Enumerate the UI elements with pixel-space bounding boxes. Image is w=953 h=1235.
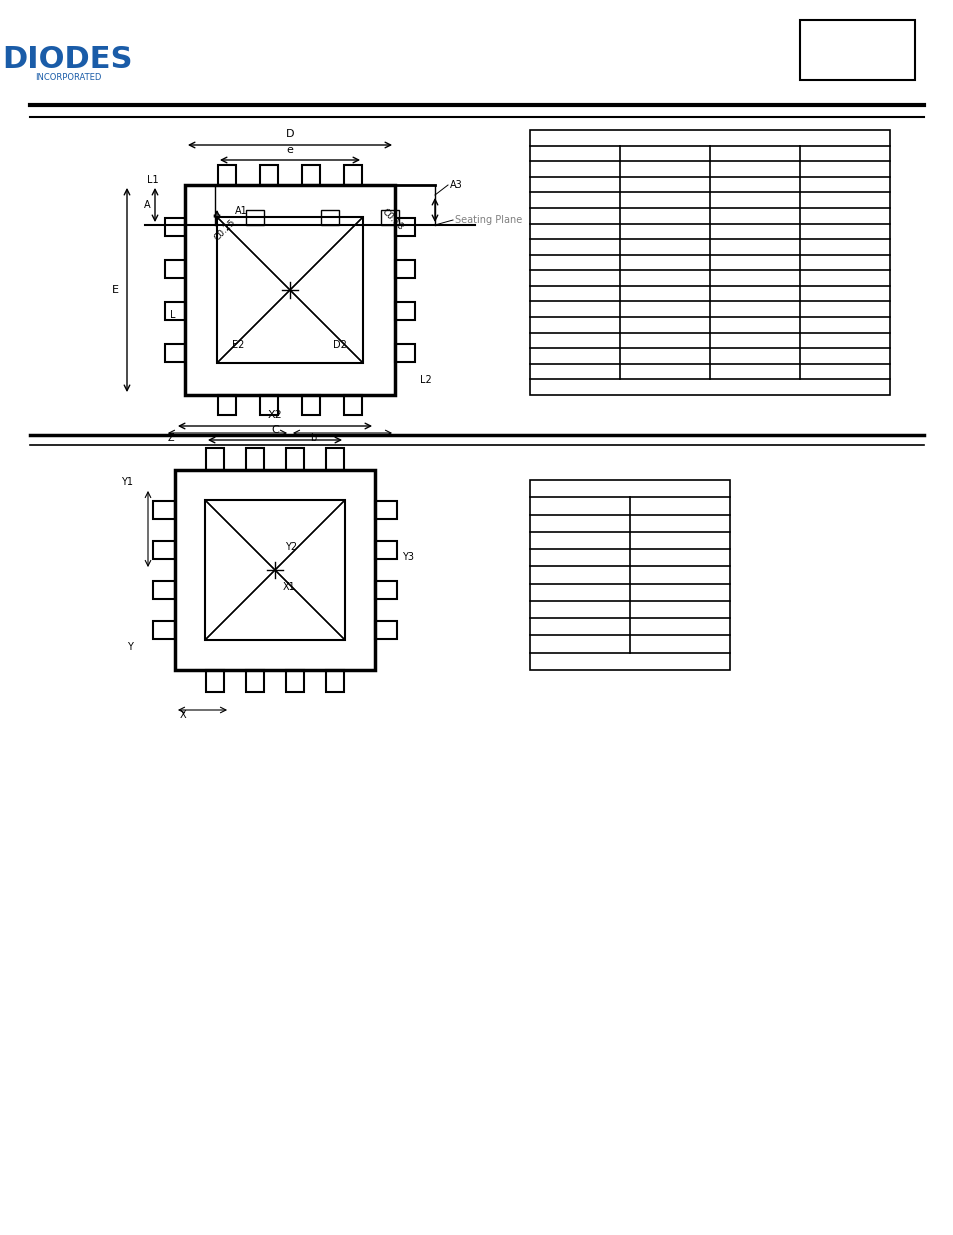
Bar	[326, 671, 344, 692]
Bar	[395, 303, 415, 320]
Text: X1: X1	[283, 582, 295, 592]
Text: C0.25: C0.25	[213, 217, 237, 242]
Text: A3: A3	[450, 180, 462, 190]
Text: DIODES: DIODES	[3, 46, 133, 74]
Bar	[165, 345, 185, 362]
Bar	[320, 210, 338, 225]
Bar	[375, 501, 396, 519]
Bar	[286, 671, 304, 692]
Text: Y2: Y2	[285, 542, 296, 552]
Text: E: E	[112, 285, 119, 295]
Bar	[185, 185, 395, 395]
Bar	[344, 165, 361, 185]
Text: Y: Y	[127, 642, 132, 652]
Text: e: e	[286, 144, 294, 156]
Text: Seating Plane: Seating Plane	[455, 215, 521, 225]
Bar	[165, 219, 185, 236]
Bar	[206, 448, 224, 471]
Bar	[152, 580, 174, 599]
Bar	[218, 165, 235, 185]
Text: b: b	[310, 433, 315, 443]
Bar	[375, 541, 396, 559]
Bar	[152, 621, 174, 638]
Bar	[326, 448, 344, 471]
Bar	[165, 261, 185, 278]
Bar	[380, 210, 398, 225]
Bar	[218, 395, 235, 415]
Bar	[246, 671, 264, 692]
Bar	[302, 165, 319, 185]
Bar	[800, 20, 914, 80]
Bar	[302, 395, 319, 415]
Bar	[395, 345, 415, 362]
Bar	[530, 480, 729, 671]
Text: X: X	[180, 710, 187, 720]
Bar	[260, 395, 277, 415]
Bar	[152, 501, 174, 519]
Text: E2: E2	[232, 340, 244, 350]
Text: L2: L2	[419, 375, 432, 385]
Bar	[530, 130, 889, 395]
Text: D2: D2	[333, 340, 347, 350]
Text: A1: A1	[234, 206, 248, 216]
Bar	[375, 621, 396, 638]
Text: L1: L1	[147, 175, 158, 185]
Bar	[395, 219, 415, 236]
Bar	[246, 448, 264, 471]
Text: X2: X2	[268, 410, 282, 420]
Bar	[395, 261, 415, 278]
Text: D: D	[286, 128, 294, 140]
Bar	[205, 500, 345, 640]
Bar	[344, 395, 361, 415]
Text: Z: Z	[168, 433, 174, 443]
Bar	[286, 448, 304, 471]
Bar	[165, 303, 185, 320]
Bar	[246, 210, 264, 225]
Text: L: L	[170, 310, 175, 320]
Text: C0.18: C0.18	[379, 207, 405, 232]
Bar	[152, 541, 174, 559]
Text: Y3: Y3	[401, 552, 414, 562]
Text: A: A	[144, 200, 151, 210]
Bar	[375, 580, 396, 599]
Bar	[174, 471, 375, 671]
Bar	[206, 671, 224, 692]
Bar	[216, 217, 363, 363]
Text: INCORPORATED: INCORPORATED	[34, 73, 101, 82]
Text: Y1: Y1	[121, 477, 132, 487]
Bar	[260, 165, 277, 185]
Text: C: C	[271, 425, 278, 435]
